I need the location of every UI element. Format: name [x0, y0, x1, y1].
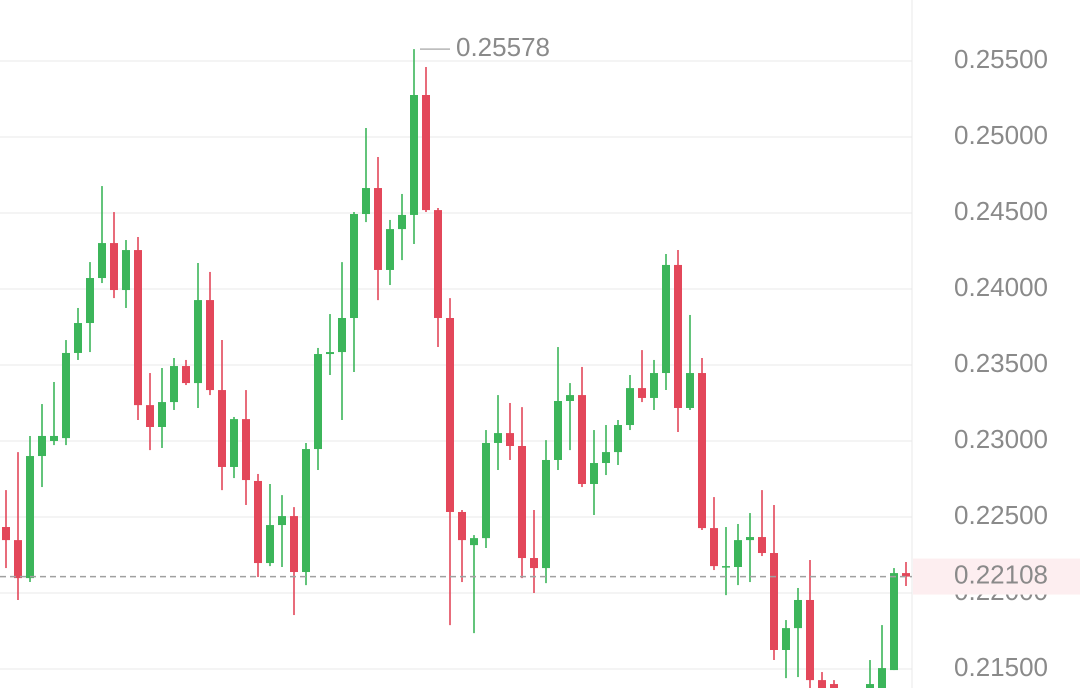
candle-body	[86, 278, 94, 324]
candles	[2, 49, 910, 688]
candle-body	[302, 449, 310, 573]
y-tick-label: 0.23000	[954, 424, 1048, 454]
candle-body	[374, 188, 382, 270]
candle-body	[98, 243, 106, 279]
y-tick-label: 0.21500	[954, 652, 1048, 682]
y-tick-label: 0.22500	[954, 500, 1048, 530]
candle-body	[770, 553, 778, 650]
y-tick-label: 0.24000	[954, 272, 1048, 302]
candle-body	[602, 452, 610, 464]
candle-body	[746, 537, 754, 541]
candle-body	[398, 214, 406, 230]
candle-body	[806, 599, 814, 681]
candle-body	[458, 511, 466, 541]
candle-body	[134, 250, 142, 406]
candle-body	[62, 352, 70, 439]
candle-body	[734, 540, 742, 567]
candle-body	[50, 435, 58, 441]
candle-body	[206, 300, 214, 391]
y-tick-label: 0.25000	[954, 120, 1048, 150]
candle-body	[638, 388, 646, 398]
candle-body	[794, 599, 802, 629]
candle-body	[38, 435, 46, 457]
candle-body	[110, 243, 118, 291]
candle-body	[866, 684, 874, 688]
candle-body	[614, 425, 622, 453]
candle-body	[158, 402, 166, 427]
candle-body	[218, 390, 226, 467]
candle-body	[266, 525, 274, 564]
candle-body	[146, 405, 154, 427]
candle-body	[362, 188, 370, 215]
last-price-label: 0.22108	[954, 559, 1048, 589]
candle-body	[254, 480, 262, 564]
candle-body	[482, 442, 490, 539]
last-price-box	[913, 558, 1080, 595]
candle-body	[194, 300, 202, 384]
candle-body	[710, 528, 718, 567]
candle-body	[2, 527, 10, 541]
candle-body	[566, 395, 574, 402]
candle-body	[230, 419, 238, 467]
candle-body	[338, 318, 346, 353]
candle-body	[590, 463, 598, 485]
candle-body	[518, 445, 526, 559]
candle-body	[782, 628, 790, 650]
candle-body	[494, 433, 502, 443]
candle-body	[422, 95, 430, 211]
candle-body	[902, 573, 910, 577]
y-tick-label: 0.23500	[954, 348, 1048, 378]
candle-body	[530, 558, 538, 569]
candle-body	[386, 229, 394, 270]
candle-body	[122, 250, 130, 291]
candle-body	[674, 264, 682, 408]
candle-body	[662, 264, 670, 374]
candle-body	[290, 516, 298, 573]
candle-body	[446, 318, 454, 512]
candle-body	[434, 210, 442, 319]
candle-body	[650, 373, 658, 398]
candle-body	[74, 323, 82, 353]
overlay: 0.25578 0.22108	[0, 32, 1080, 595]
candle-body	[326, 352, 334, 355]
candle-body	[26, 456, 34, 579]
y-tick-label: 0.24500	[954, 196, 1048, 226]
candle-body	[578, 395, 586, 485]
candle-body	[350, 214, 358, 319]
y-tick-label: 0.25500	[954, 44, 1048, 74]
candle-body	[758, 537, 766, 554]
candle-body	[314, 354, 322, 450]
candle-body	[818, 680, 826, 688]
candle-body	[410, 95, 418, 215]
candle-body	[182, 366, 190, 384]
candle-body	[470, 538, 478, 546]
candle-body	[542, 459, 550, 569]
candle-body	[242, 419, 250, 481]
candle-body	[554, 401, 562, 460]
candle-body	[830, 684, 838, 688]
max-label: 0.25578	[456, 32, 550, 62]
candle-body	[698, 373, 706, 529]
candle-body	[878, 668, 886, 688]
candle-body	[170, 366, 178, 403]
candle-body	[722, 566, 730, 568]
candle-body	[278, 516, 286, 526]
candle-body	[14, 540, 22, 579]
candle-body	[506, 433, 514, 446]
candle-body	[686, 373, 694, 408]
candle-body	[890, 573, 898, 671]
candle-body	[626, 388, 634, 426]
